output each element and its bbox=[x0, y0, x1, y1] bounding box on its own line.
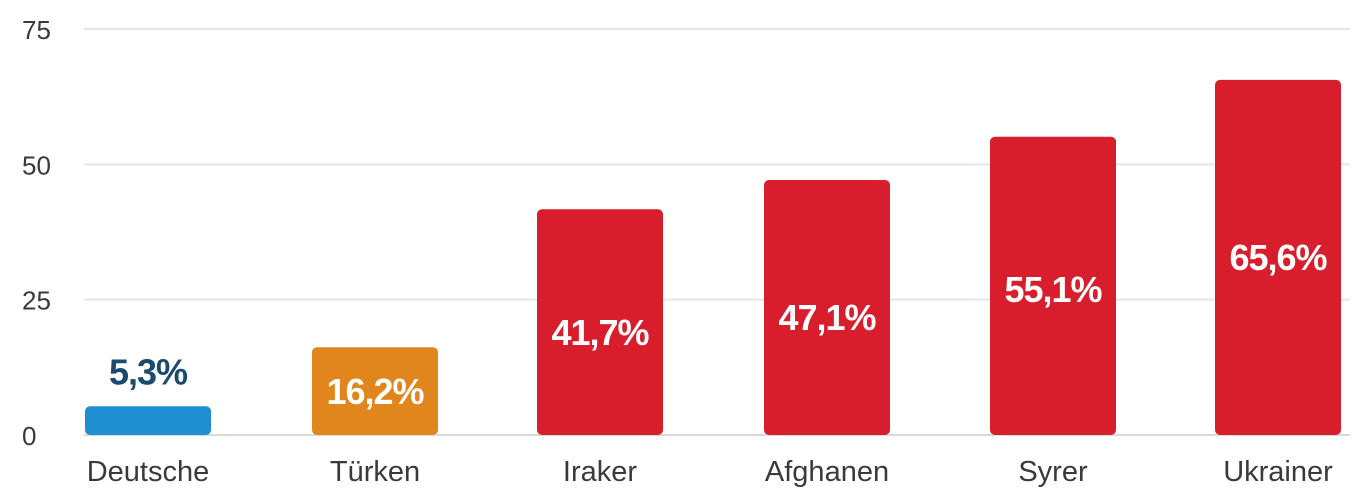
grid-lines bbox=[84, 28, 1350, 436]
category-label: Türken bbox=[330, 456, 420, 488]
y-tick-label: 50 bbox=[22, 150, 51, 180]
category-label: Syrer bbox=[1018, 456, 1088, 488]
y-tick-label: 75 bbox=[22, 15, 51, 45]
bar-ukrainer bbox=[1215, 79, 1341, 436]
category-label: Afghanen bbox=[765, 456, 889, 488]
value-label: 41,7% bbox=[551, 312, 649, 353]
category-label: Deutsche bbox=[87, 456, 210, 488]
value-labels: 5,3% 16,2% 41,7% 47,1% 55,1% 65,6% bbox=[109, 237, 1329, 412]
value-label: 47,1% bbox=[778, 297, 876, 338]
bars bbox=[85, 79, 1341, 436]
bar-afghanen bbox=[764, 180, 890, 435]
y-axis-ticks: 0 25 50 75 bbox=[22, 15, 51, 451]
bar-deutsche bbox=[85, 406, 211, 435]
bar-syrer bbox=[990, 136, 1116, 435]
value-label: 65,6% bbox=[1229, 237, 1327, 278]
y-tick-label: 0 bbox=[22, 421, 36, 451]
y-tick-label: 25 bbox=[22, 286, 51, 316]
category-label: Ukrainer bbox=[1223, 456, 1333, 488]
bar-t-rken bbox=[312, 347, 438, 435]
value-label: 55,1% bbox=[1004, 269, 1102, 310]
bar-iraker bbox=[537, 209, 663, 435]
value-label: 16,2% bbox=[326, 371, 424, 412]
category-label: Iraker bbox=[563, 456, 637, 488]
value-label: 5,3% bbox=[109, 351, 188, 392]
category-labels: Deutsche Türken Iraker Afghanen Syrer Ukraine… bbox=[87, 456, 1333, 488]
